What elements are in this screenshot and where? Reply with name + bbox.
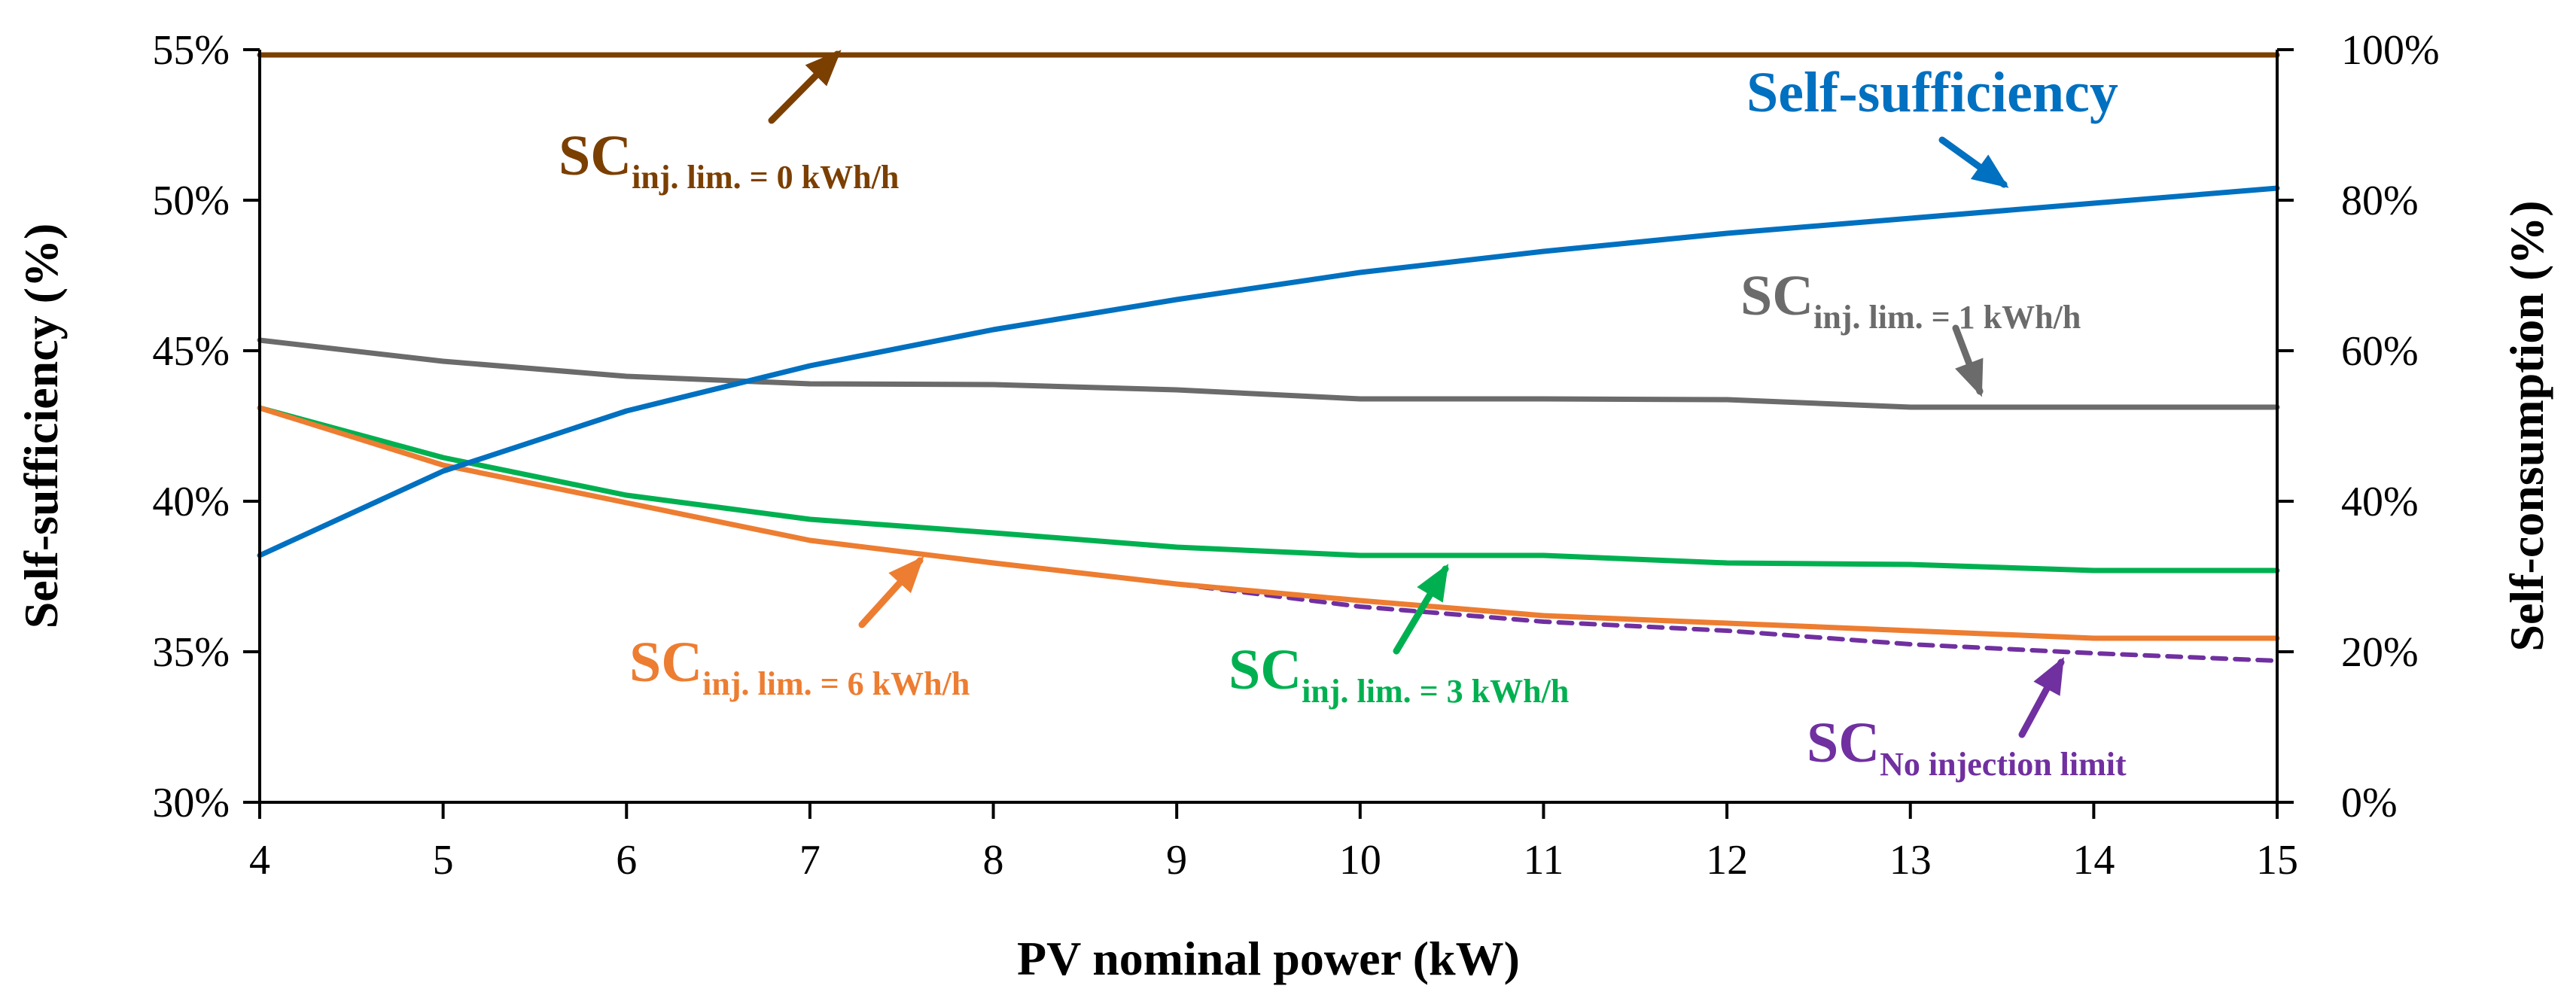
y-right-tick-label: 40% — [2341, 479, 2419, 525]
annotation-label: SCinj. lim. = 1 kWh/h — [1740, 264, 2081, 336]
annotation-main-text: SC — [629, 631, 702, 694]
y-right-tick-label: 60% — [2341, 328, 2419, 375]
annotation-main-text: SC — [559, 124, 632, 187]
annotation-main-text: SC — [1740, 264, 1813, 327]
x-axis-title: PV nominal power (kW) — [1017, 932, 1520, 985]
annotation-subscript: inj. lim. = 6 kWh/h — [702, 665, 970, 702]
annotation-label: SCNo injection limit — [1807, 711, 2127, 783]
x-tick-label: 10 — [1339, 837, 1381, 884]
annotations: SCinj. lim. = 0 kWh/hSelf-sufficiencySCi… — [559, 50, 2127, 783]
x-tick-label: 5 — [433, 837, 454, 884]
y-right-tick-label: 0% — [2341, 780, 2398, 826]
annotation-arrowhead — [1970, 154, 2009, 188]
x-tick-label: 4 — [249, 837, 270, 884]
y-left-tick-label: 55% — [152, 27, 230, 74]
annotation-subscript: inj. lim. = 0 kWh/h — [632, 159, 899, 196]
y-right-tick-label: 100% — [2341, 27, 2440, 74]
x-tick-label: 7 — [799, 837, 821, 884]
y-left-tick-label: 30% — [152, 780, 230, 826]
annotation-arrowhead — [888, 556, 924, 594]
x-tick-label: 14 — [2072, 837, 2115, 884]
series-line — [1174, 582, 2279, 663]
y-right-tick-label: 80% — [2341, 178, 2419, 224]
annotation-label: SCinj. lim. = 0 kWh/h — [559, 124, 899, 196]
annotation-arrowhead — [2033, 657, 2064, 696]
series-line — [257, 337, 2280, 410]
x-tick-label: 8 — [983, 837, 1004, 884]
axes: 30% 35% 40% 45% 50% 55% 0% 20% 40% 60% 80% 100% 4 5 6 7… — [14, 27, 2553, 985]
plot-area — [257, 52, 2280, 663]
annotation-label: Self-sufficiency — [1746, 61, 2118, 124]
y-axis-left-title: Self-sufficiency (%) — [14, 224, 68, 629]
y-axis-right-title: Self-consumption (%) — [2500, 200, 2553, 651]
y-left-tick-label: 35% — [152, 629, 230, 676]
annotation-main-text: SC — [1807, 711, 1880, 774]
annotation-main-text: SC — [1229, 638, 1302, 701]
series-line — [257, 405, 2280, 573]
y-left-tick-label: 45% — [152, 328, 230, 375]
annotation-label: SCinj. lim. = 6 kWh/h — [629, 631, 970, 702]
x-tick-label: 9 — [1166, 837, 1187, 884]
annotation-arrowhead — [1955, 357, 1984, 397]
x-tick-label: 6 — [616, 837, 637, 884]
annotation-subscript: inj. lim. = 1 kWh/h — [1813, 299, 2081, 336]
y-right-tick-label: 20% — [2341, 629, 2419, 676]
y-left-tick-label: 50% — [152, 178, 230, 224]
series-line — [257, 405, 2280, 641]
y-left-tick-label: 40% — [152, 479, 230, 525]
annotation-arrowhead — [1417, 564, 1449, 603]
annotation-main-text: Self-sufficiency — [1746, 61, 2118, 124]
annotation-label: SCinj. lim. = 3 kWh/h — [1229, 638, 1569, 710]
annotation-subscript: inj. lim. = 3 kWh/h — [1302, 673, 1569, 710]
annotation-subscript: No injection limit — [1880, 746, 2127, 783]
series-line — [257, 185, 2280, 558]
x-tick-label: 13 — [1889, 837, 1932, 884]
x-tick-label: 15 — [2256, 837, 2298, 884]
x-tick-label: 12 — [1706, 837, 1748, 884]
annotation-arrowhead — [805, 50, 842, 87]
x-tick-label: 11 — [1523, 837, 1564, 884]
